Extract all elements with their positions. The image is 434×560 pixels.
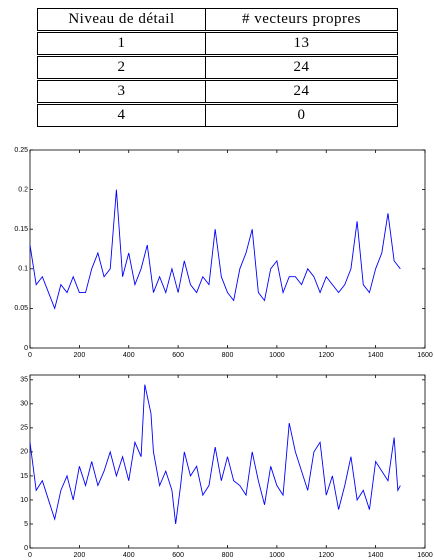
y-tick-label: 0.2 (18, 186, 28, 193)
x-tick-label: 1400 (368, 352, 384, 359)
header-cell: Niveau de détail (37, 8, 206, 32)
y-tick-label: 5 (24, 521, 28, 528)
x-tick-label: 1000 (269, 352, 285, 359)
x-tick-label: 1200 (318, 352, 334, 359)
x-tick-label: 800 (222, 552, 234, 559)
signal-line (29, 189, 401, 310)
y-tick-label: 35 (20, 377, 28, 384)
cell: 0 (205, 102, 398, 127)
x-tick-label: 400 (123, 352, 135, 359)
x-tick-label: 1000 (269, 552, 285, 559)
y-tick-label: 15 (20, 473, 28, 480)
x-tick-label: 1600 (417, 352, 433, 359)
y-tick-label: 0 (24, 545, 28, 552)
x-tick-label: 0 (28, 552, 32, 559)
y-tick-label: 30 (20, 401, 28, 408)
header-cell: # vecteurs propres (205, 8, 398, 32)
detail-table: Niveau de détail # vecteurs propres 1 13 2… (37, 8, 398, 127)
cell: 3 (37, 78, 206, 104)
y-tick-label: 25 (20, 425, 28, 432)
y-tick-label: 0.25 (14, 147, 28, 154)
x-tick-label: 1400 (368, 552, 384, 559)
y-tick-label: 0.1 (18, 266, 28, 273)
y-tick-label: 10 (20, 497, 28, 504)
x-tick-label: 200 (74, 352, 86, 359)
plot-frame (29, 149, 426, 349)
y-tick-label: 20 (20, 449, 28, 456)
y-tick-label: 0 (24, 345, 28, 352)
x-tick-label: 1200 (318, 552, 334, 559)
x-tick-label: 1600 (417, 552, 433, 559)
cell: 24 (205, 54, 398, 80)
x-tick-label: 0 (28, 352, 32, 359)
x-tick-label: 200 (74, 552, 86, 559)
x-tick-label: 600 (172, 552, 184, 559)
x-tick-label: 400 (123, 552, 135, 559)
x-tick-label: 800 (222, 352, 234, 359)
cell: 4 (37, 102, 206, 127)
signal-line (29, 384, 401, 525)
y-tick-label: 0.15 (14, 226, 28, 233)
y-tick-label: 0.05 (14, 305, 28, 312)
plot-frame (29, 374, 426, 549)
cell: 2 (37, 54, 206, 80)
x-tick-label: 600 (172, 352, 184, 359)
